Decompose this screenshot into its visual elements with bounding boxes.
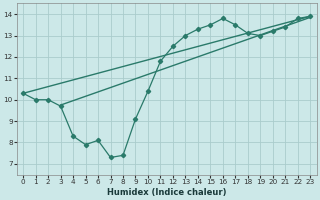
X-axis label: Humidex (Indice chaleur): Humidex (Indice chaleur) (107, 188, 227, 197)
